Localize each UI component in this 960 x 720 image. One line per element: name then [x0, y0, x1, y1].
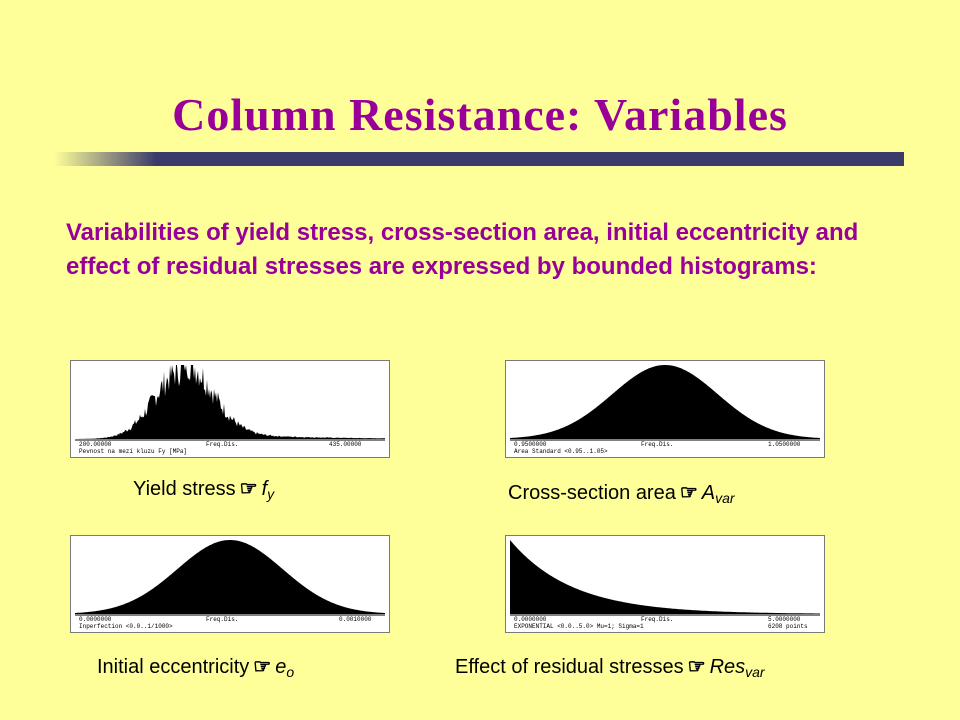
caption-subscript: var [745, 664, 765, 680]
hist-min-label: 0.0000000 [79, 616, 112, 623]
caption-subscript: y [267, 486, 275, 502]
cross-section-area-histogram: 0.9500000 Freq.Dis. 1.0500000 Area Stand… [505, 360, 825, 458]
hist-max-label: 1.0500000 [768, 441, 801, 448]
cross-section-area-caption: Cross-section area ☞ Avar [508, 480, 735, 507]
residual-stress-histogram: 0.0000000 Freq.Dis. 5.0000000 EXPONENTIA… [505, 535, 825, 633]
caption-subscript: o [286, 664, 295, 680]
yield-stress-caption: Yield stress ☞ fy [133, 476, 275, 503]
hist-desc-label: Area Standard <0.95..1.05> [514, 448, 608, 455]
hist-max-label: 0.0010000 [339, 616, 372, 623]
histogram-shape [510, 365, 820, 439]
residual-stresses-caption: Effect of residual stresses ☞ Resvar [455, 654, 765, 681]
hist-min-label: 200.00000 [79, 441, 112, 448]
hist-points-label: 6208 points [768, 623, 808, 630]
yield-stress-histogram: 200.00000 Freq.Dis. 435.00000 Pevnost na… [70, 360, 390, 458]
caption-text: Cross-section area [508, 482, 676, 504]
caption-symbol: A [701, 482, 716, 504]
pointing-hand-icon: ☞ [239, 478, 258, 501]
pointing-hand-icon: ☞ [679, 482, 698, 505]
caption-symbol: Res [709, 656, 746, 678]
hist-mid-label: Freq.Dis. [641, 616, 673, 623]
pointing-hand-icon: ☞ [253, 656, 272, 679]
hist-desc-label: Inperfection <0.0..1/1000> [79, 623, 173, 630]
histogram-shape [75, 365, 385, 439]
hist-desc-label: Pevnost na mezi kluzu Fy [MPa] [79, 448, 187, 455]
pointing-hand-icon: ☞ [687, 656, 706, 679]
histogram-shape [75, 540, 385, 614]
histogram-shape [510, 540, 820, 614]
caption-text: Effect of residual stresses [455, 656, 684, 678]
hist-min-label: 0.9500000 [514, 441, 547, 448]
caption-symbol: e [275, 656, 287, 678]
hist-mid-label: Freq.Dis. [206, 441, 238, 448]
hist-mid-label: Freq.Dis. [206, 616, 238, 623]
caption-symbol: f [261, 478, 268, 500]
slide-title: Column Resistance: Variables [172, 89, 788, 140]
caption-text: Yield stress [133, 478, 236, 500]
hist-desc-label: EXPONENTIAL <0.0..5.0> Mu=1; Sigma=1 [514, 623, 644, 630]
initial-eccentricity-histogram: 0.0000000 Freq.Dis. 0.0010000 Inperfecti… [70, 535, 390, 633]
caption-text: Initial eccentricity [97, 656, 250, 678]
intro-text: Variabilities of yield stress, cross-sec… [66, 219, 859, 280]
hist-min-label: 0.0000000 [514, 616, 547, 623]
hist-mid-label: Freq.Dis. [641, 441, 673, 448]
hist-max-label: 435.00000 [329, 441, 362, 448]
hist-max-label: 5.0000000 [768, 616, 801, 623]
caption-subscript: var [715, 490, 735, 506]
title-divider [54, 152, 904, 166]
initial-eccentricity-caption: Initial eccentricity ☞ eo [97, 654, 295, 681]
